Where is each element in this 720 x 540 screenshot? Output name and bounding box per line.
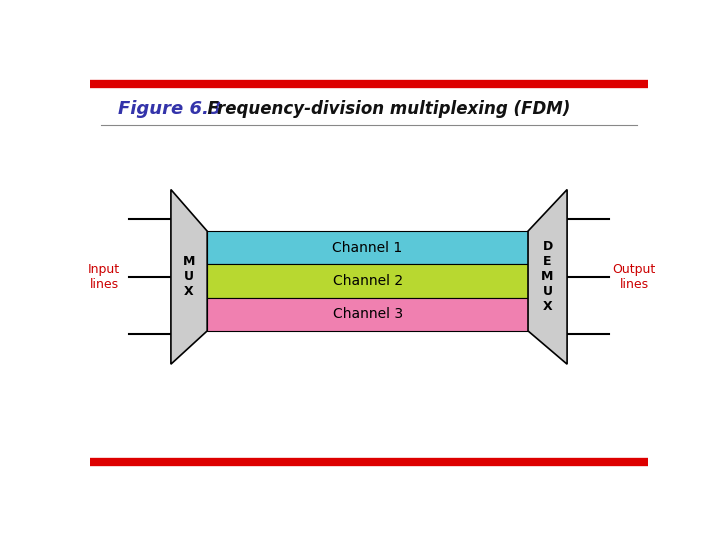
Bar [207, 265, 528, 298]
Text: D
E
M
U
X: D E M U X [541, 240, 554, 313]
Text: Frequency-division multiplexing (FDM): Frequency-division multiplexing (FDM) [196, 100, 570, 118]
Polygon shape [171, 190, 207, 364]
Text: Output
lines: Output lines [613, 263, 656, 291]
Text: Figure 6.3: Figure 6.3 [118, 100, 221, 118]
Text: Channel 1: Channel 1 [333, 241, 402, 255]
Polygon shape [528, 190, 567, 364]
Text: Channel 2: Channel 2 [333, 274, 402, 288]
Text: Input
lines: Input lines [88, 263, 120, 291]
Text: M
U
X: M U X [183, 255, 195, 299]
Bar [207, 298, 528, 331]
Bar [207, 231, 528, 265]
Text: Channel 3: Channel 3 [333, 307, 402, 321]
